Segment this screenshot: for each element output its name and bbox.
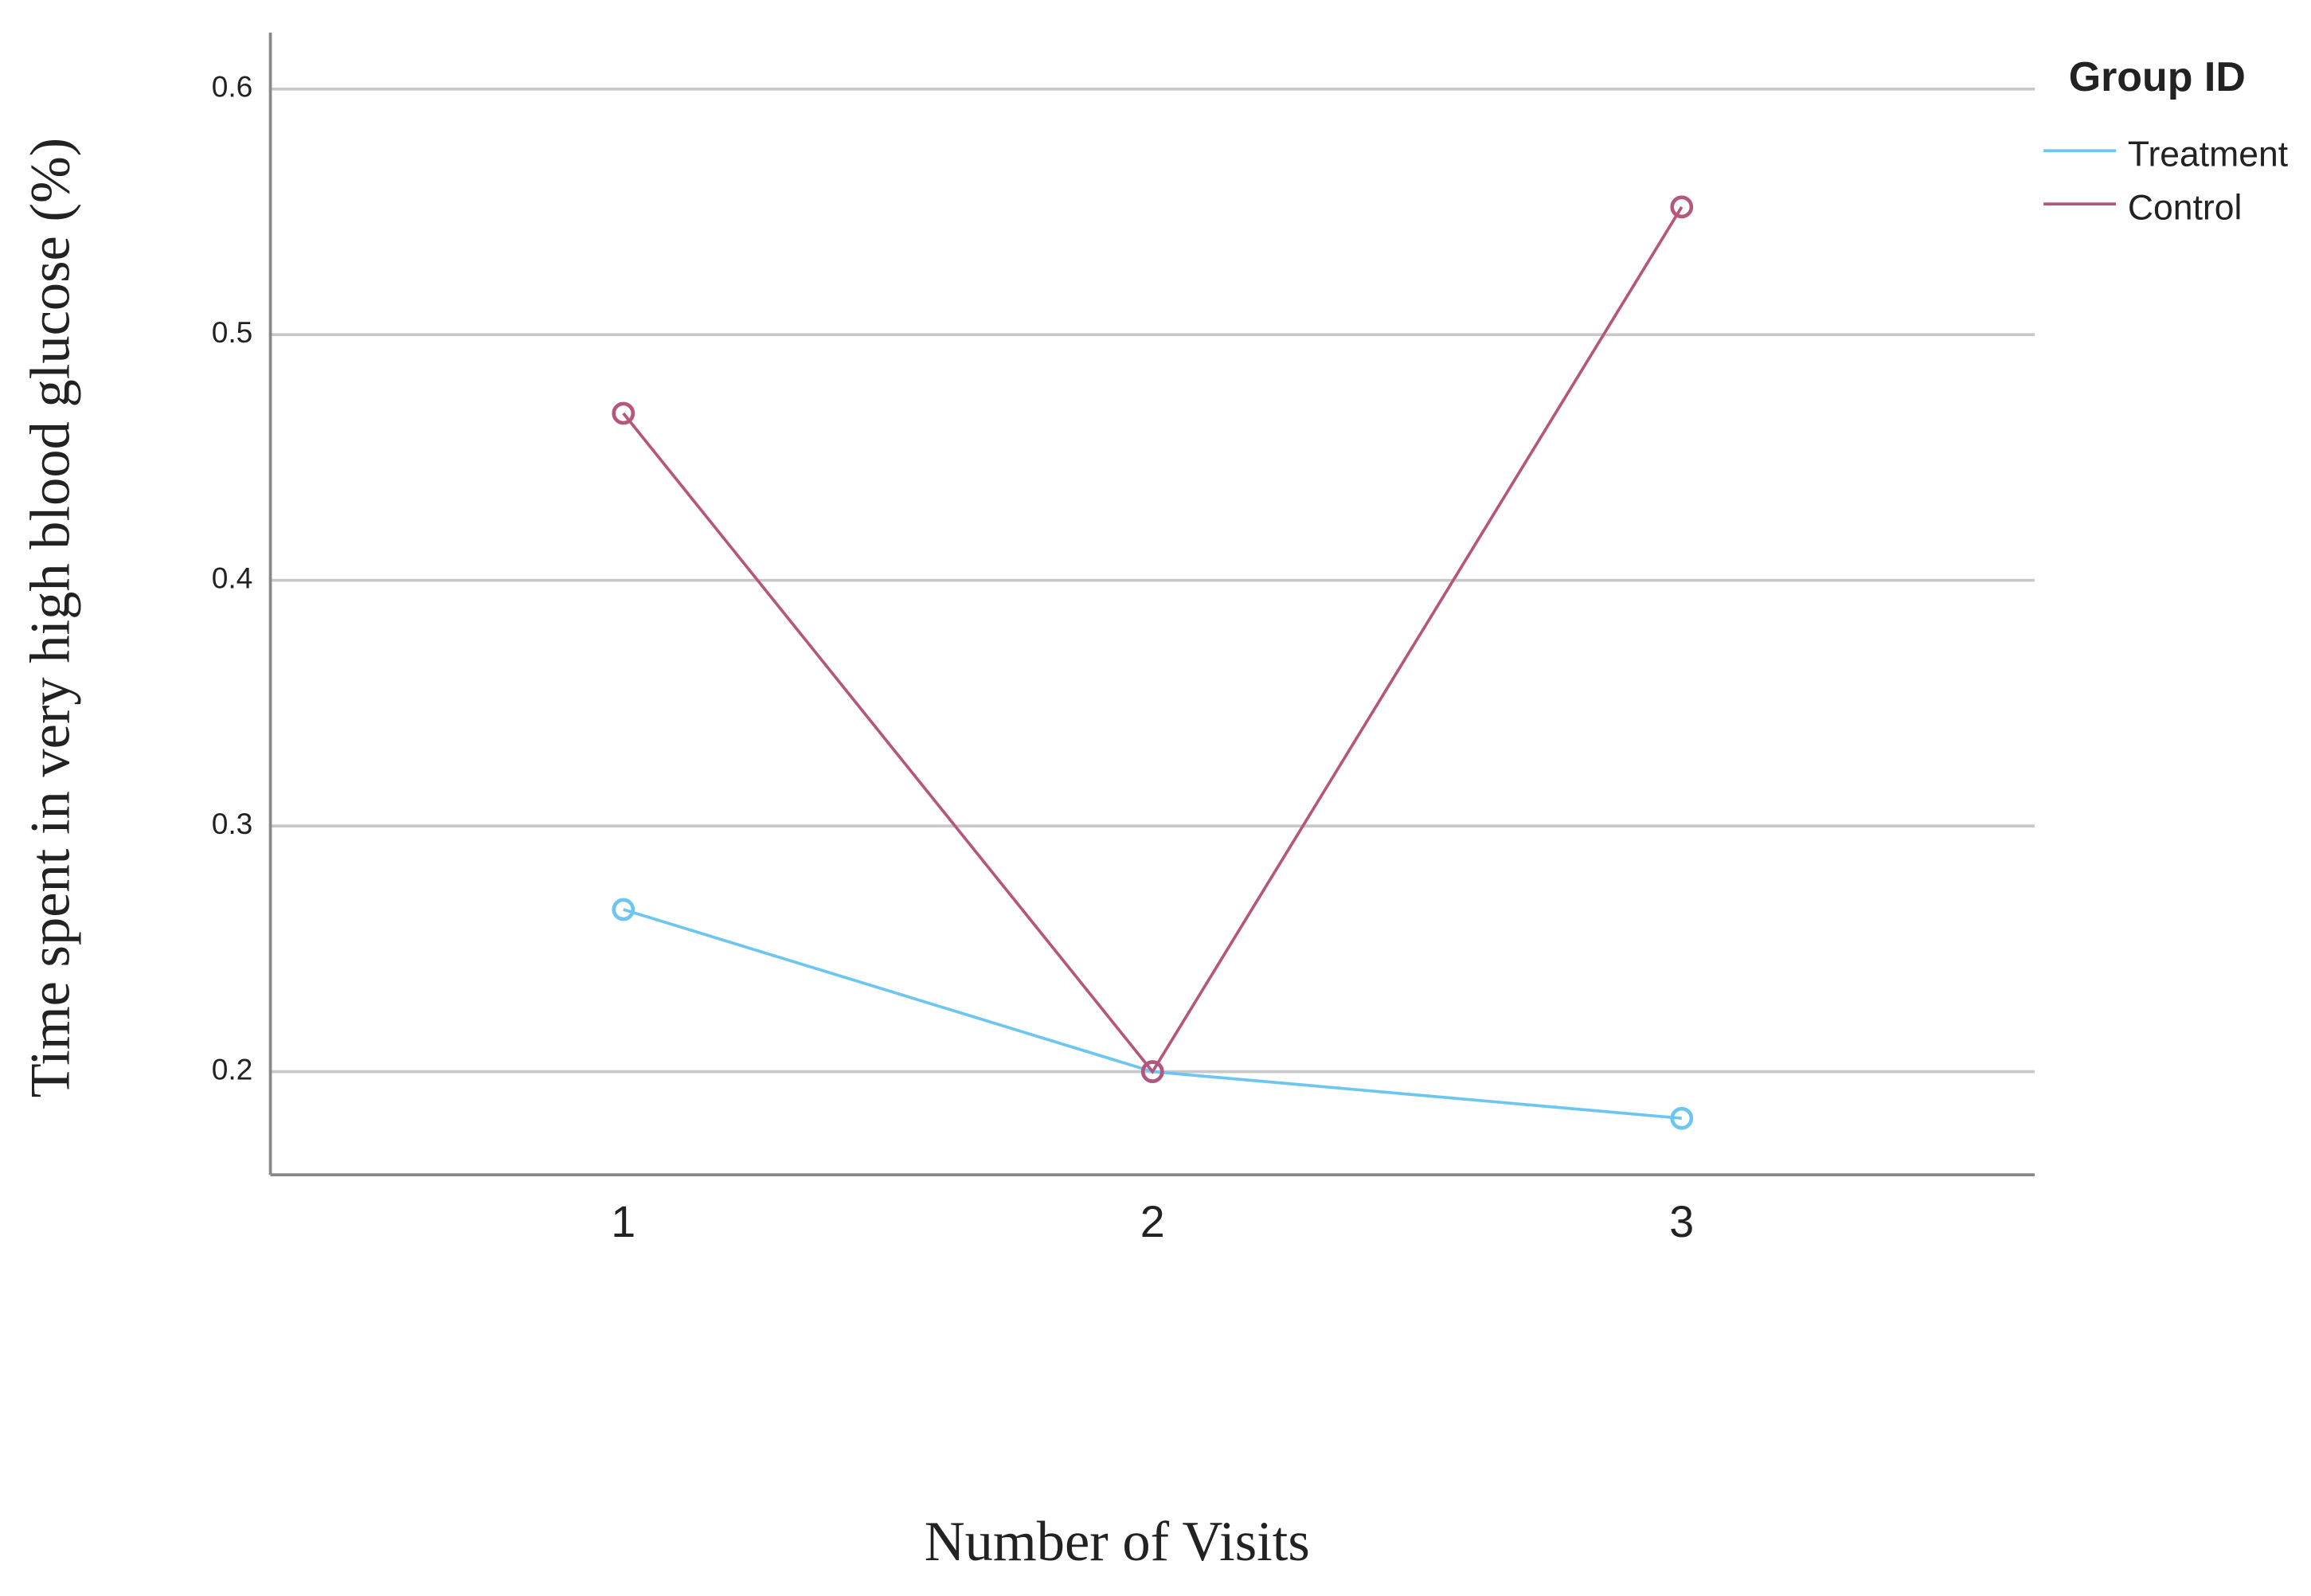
data-point bbox=[1670, 1106, 1694, 1130]
y-axis-label: Time spent in very high blood glucose (%… bbox=[20, 138, 82, 1098]
x-axis-label: Number of Visits bbox=[925, 1511, 1310, 1573]
x-tick-label: 3 bbox=[1669, 1197, 1694, 1246]
data-point bbox=[1670, 195, 1694, 219]
legend-label: Control bbox=[2128, 188, 2243, 227]
x-tick-label: 2 bbox=[1140, 1197, 1165, 1246]
y-tick-label: 0.3 bbox=[212, 807, 253, 840]
y-tick-label: 0.4 bbox=[212, 561, 253, 594]
legend-label: Treatment bbox=[2128, 135, 2289, 174]
y-tick-label: 0.6 bbox=[212, 70, 253, 104]
series-line bbox=[623, 908, 1682, 1121]
y-tick-label: 0.2 bbox=[212, 1052, 253, 1086]
series-line bbox=[622, 205, 1683, 1074]
y-tick-label: 0.5 bbox=[212, 315, 253, 349]
legend-title: Group ID bbox=[2069, 54, 2246, 100]
data-point bbox=[612, 898, 635, 921]
data-point bbox=[612, 401, 635, 425]
data-point bbox=[1140, 1060, 1164, 1083]
x-tick-label: 1 bbox=[611, 1197, 635, 1246]
